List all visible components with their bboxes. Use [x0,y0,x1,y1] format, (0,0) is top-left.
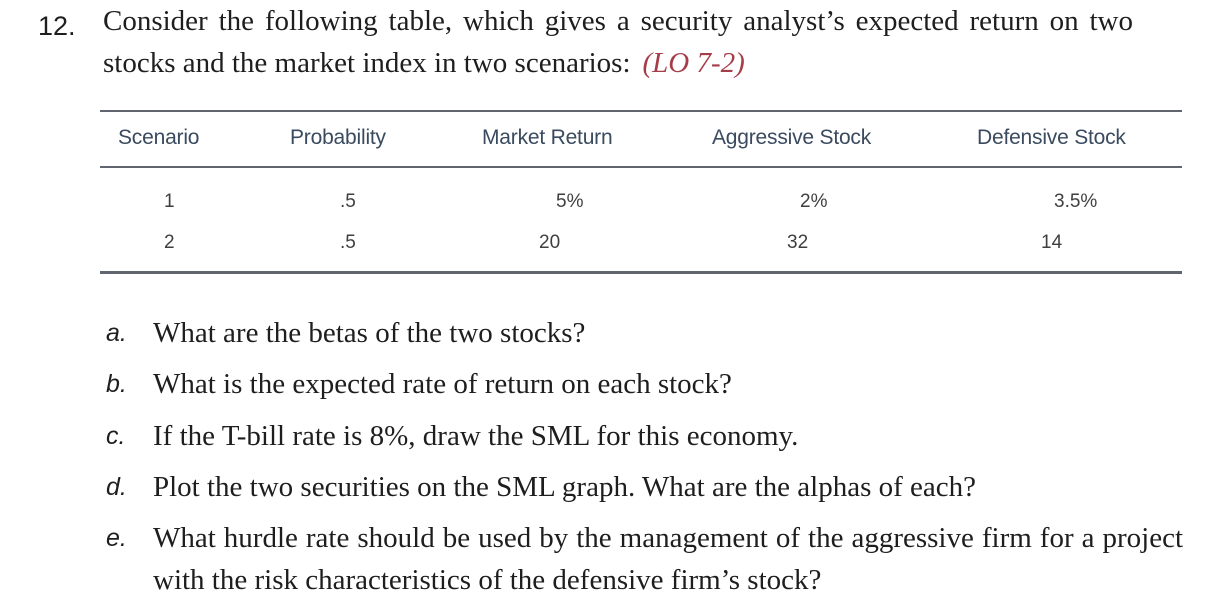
cell-probability: .5 [340,191,356,212]
part-text: Plot the two securities on the SML graph… [153,471,977,503]
header-market-return: Market Return [482,126,613,149]
cell-scenario: 1 [164,191,175,212]
table-bottom-rule [100,271,1182,274]
part-letter: c. [106,422,126,450]
part-letter: b. [106,370,127,398]
question-number: 12. [38,11,76,41]
cell-probability: .5 [340,232,356,253]
part-text: What hurdle rate should be used by the m… [153,522,1183,596]
part-text: What are the betas of the two stocks? [153,317,586,349]
part-text: If the T-bill rate is 8%, draw the SML f… [153,420,799,452]
header-probability: Probability [290,126,386,149]
header-aggressive-stock: Aggressive Stock [712,126,872,149]
cell-market-return: 5% [556,191,584,212]
cell-market-return: 20 [539,232,561,253]
header-scenario: Scenario [118,126,200,149]
part-letter: e. [106,524,127,552]
cell-defensive-stock: 14 [1041,232,1063,253]
part-letter: d. [106,473,127,501]
cell-aggressive-stock: 32 [787,232,809,253]
learning-objective: (LO 7-2) [642,47,745,79]
table-header-rule [100,166,1182,168]
cell-aggressive-stock: 2% [800,191,828,212]
table-top-rule [100,110,1182,112]
header-defensive-stock: Defensive Stock [977,126,1126,149]
question-stem: Consider the following table, which give… [103,0,1133,84]
cell-scenario: 2 [164,232,175,253]
part-text: What is the expected rate of return on e… [153,368,732,400]
question-text: Consider the following table, which give… [103,5,1133,79]
cell-defensive-stock: 3.5% [1054,191,1098,212]
part-letter: a. [106,319,127,347]
